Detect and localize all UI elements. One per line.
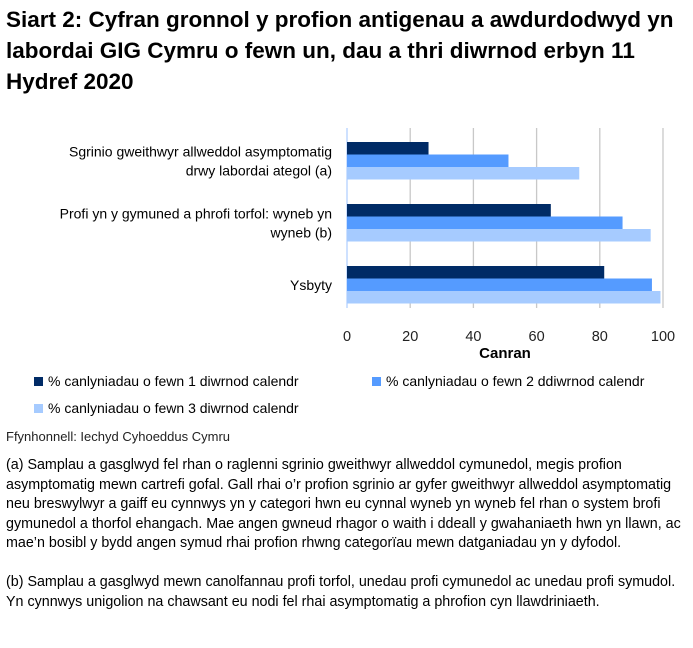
legend-swatch xyxy=(34,376,43,386)
footnote-a: (a) Samplau a gasglwyd fel rhan o raglen… xyxy=(6,457,681,551)
legend-item-2: % canlyniadau o fewn 2 ddiwrnod calendr xyxy=(372,373,644,389)
bar xyxy=(347,216,623,229)
category-label: Sgrinio gweithwyr allweddol asymptomatig xyxy=(69,143,332,159)
bar xyxy=(347,291,661,304)
x-tick-label: 60 xyxy=(529,329,545,345)
legend-label: % canlyniadau o fewn 2 ddiwrnod calendr xyxy=(386,373,645,389)
legend-swatch xyxy=(372,376,381,386)
x-tick-label: 80 xyxy=(592,329,608,345)
bar xyxy=(347,229,651,242)
chart-title: Siart 2: Cyfran gronnol y profion antige… xyxy=(6,7,674,94)
bar xyxy=(347,204,551,217)
source-text: Ffynhonnell: Iechyd Cyhoeddus Cymru xyxy=(6,429,231,444)
category-label: wyneb (b) xyxy=(270,224,332,240)
bar xyxy=(347,167,580,180)
category-label: Ysbyty xyxy=(290,277,332,293)
bar xyxy=(347,266,605,279)
footnote-b: (b) Samplau a gasglwyd mewn canolfannau … xyxy=(6,574,676,610)
legend-label: % canlyniadau o fewn 3 diwrnod calendr xyxy=(48,400,299,416)
category-label: drwy labordai ategol (a) xyxy=(186,162,332,178)
bar xyxy=(347,142,429,155)
x-axis-title: Canran xyxy=(479,345,531,362)
category-label: Profi yn y gymuned a phrofi torfol: wyne… xyxy=(60,205,332,221)
bar xyxy=(347,278,652,291)
bar-chart: 0 20 40 60 80 100 Sgrinio gweithwyr allweddol … xyxy=(60,128,675,362)
x-tick-label: 20 xyxy=(402,329,418,345)
legend-item-3: % canlyniadau o fewn 3 diwrnod calendr xyxy=(34,400,299,416)
x-tick-label: 0 xyxy=(343,329,351,345)
bar xyxy=(347,154,509,167)
legend-swatch xyxy=(34,403,43,413)
x-tick-label: 40 xyxy=(465,329,481,345)
x-tick-label: 100 xyxy=(651,329,675,345)
legend-item-1: % canlyniadau o fewn 1 diwrnod calendr xyxy=(34,373,299,389)
legend-label: % canlyniadau o fewn 1 diwrnod calendr xyxy=(48,373,299,389)
